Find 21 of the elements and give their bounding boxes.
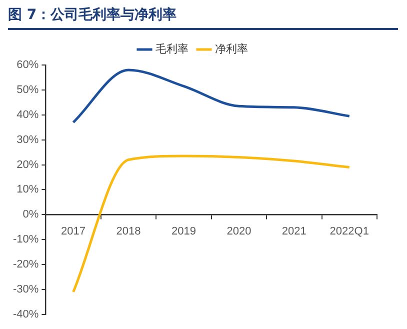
y-tick-label: 60%: [16, 59, 39, 72]
line-series: [72, 68, 351, 124]
y-tick-label: 10%: [16, 184, 39, 196]
y-tick-label: 20%: [16, 158, 39, 171]
y-tick-label: 50%: [16, 84, 39, 96]
x-tick-label: 2022Q1: [330, 225, 369, 238]
y-tick-label: -40%: [12, 308, 39, 320]
x-tick-label: 2019: [171, 225, 196, 238]
x-tick-label: 2021: [282, 225, 306, 238]
y-tick-label: 0%: [22, 208, 39, 221]
y-tick-label: 40%: [16, 108, 39, 121]
legend-label: 毛利率: [156, 42, 188, 56]
y-tick-label: -10%: [12, 234, 39, 246]
chart-title: 图 7：公司毛利率与净利率: [8, 6, 398, 30]
x-tick-label: 2017: [61, 225, 86, 238]
x-tick-label: 2020: [226, 225, 252, 238]
x-tick-label: 2018: [116, 225, 141, 238]
y-tick-label: -20%: [12, 258, 39, 271]
y-tick-label: 30%: [16, 134, 39, 146]
y-tick-label: -30%: [12, 283, 39, 296]
legend-label: 净利率: [215, 42, 248, 56]
